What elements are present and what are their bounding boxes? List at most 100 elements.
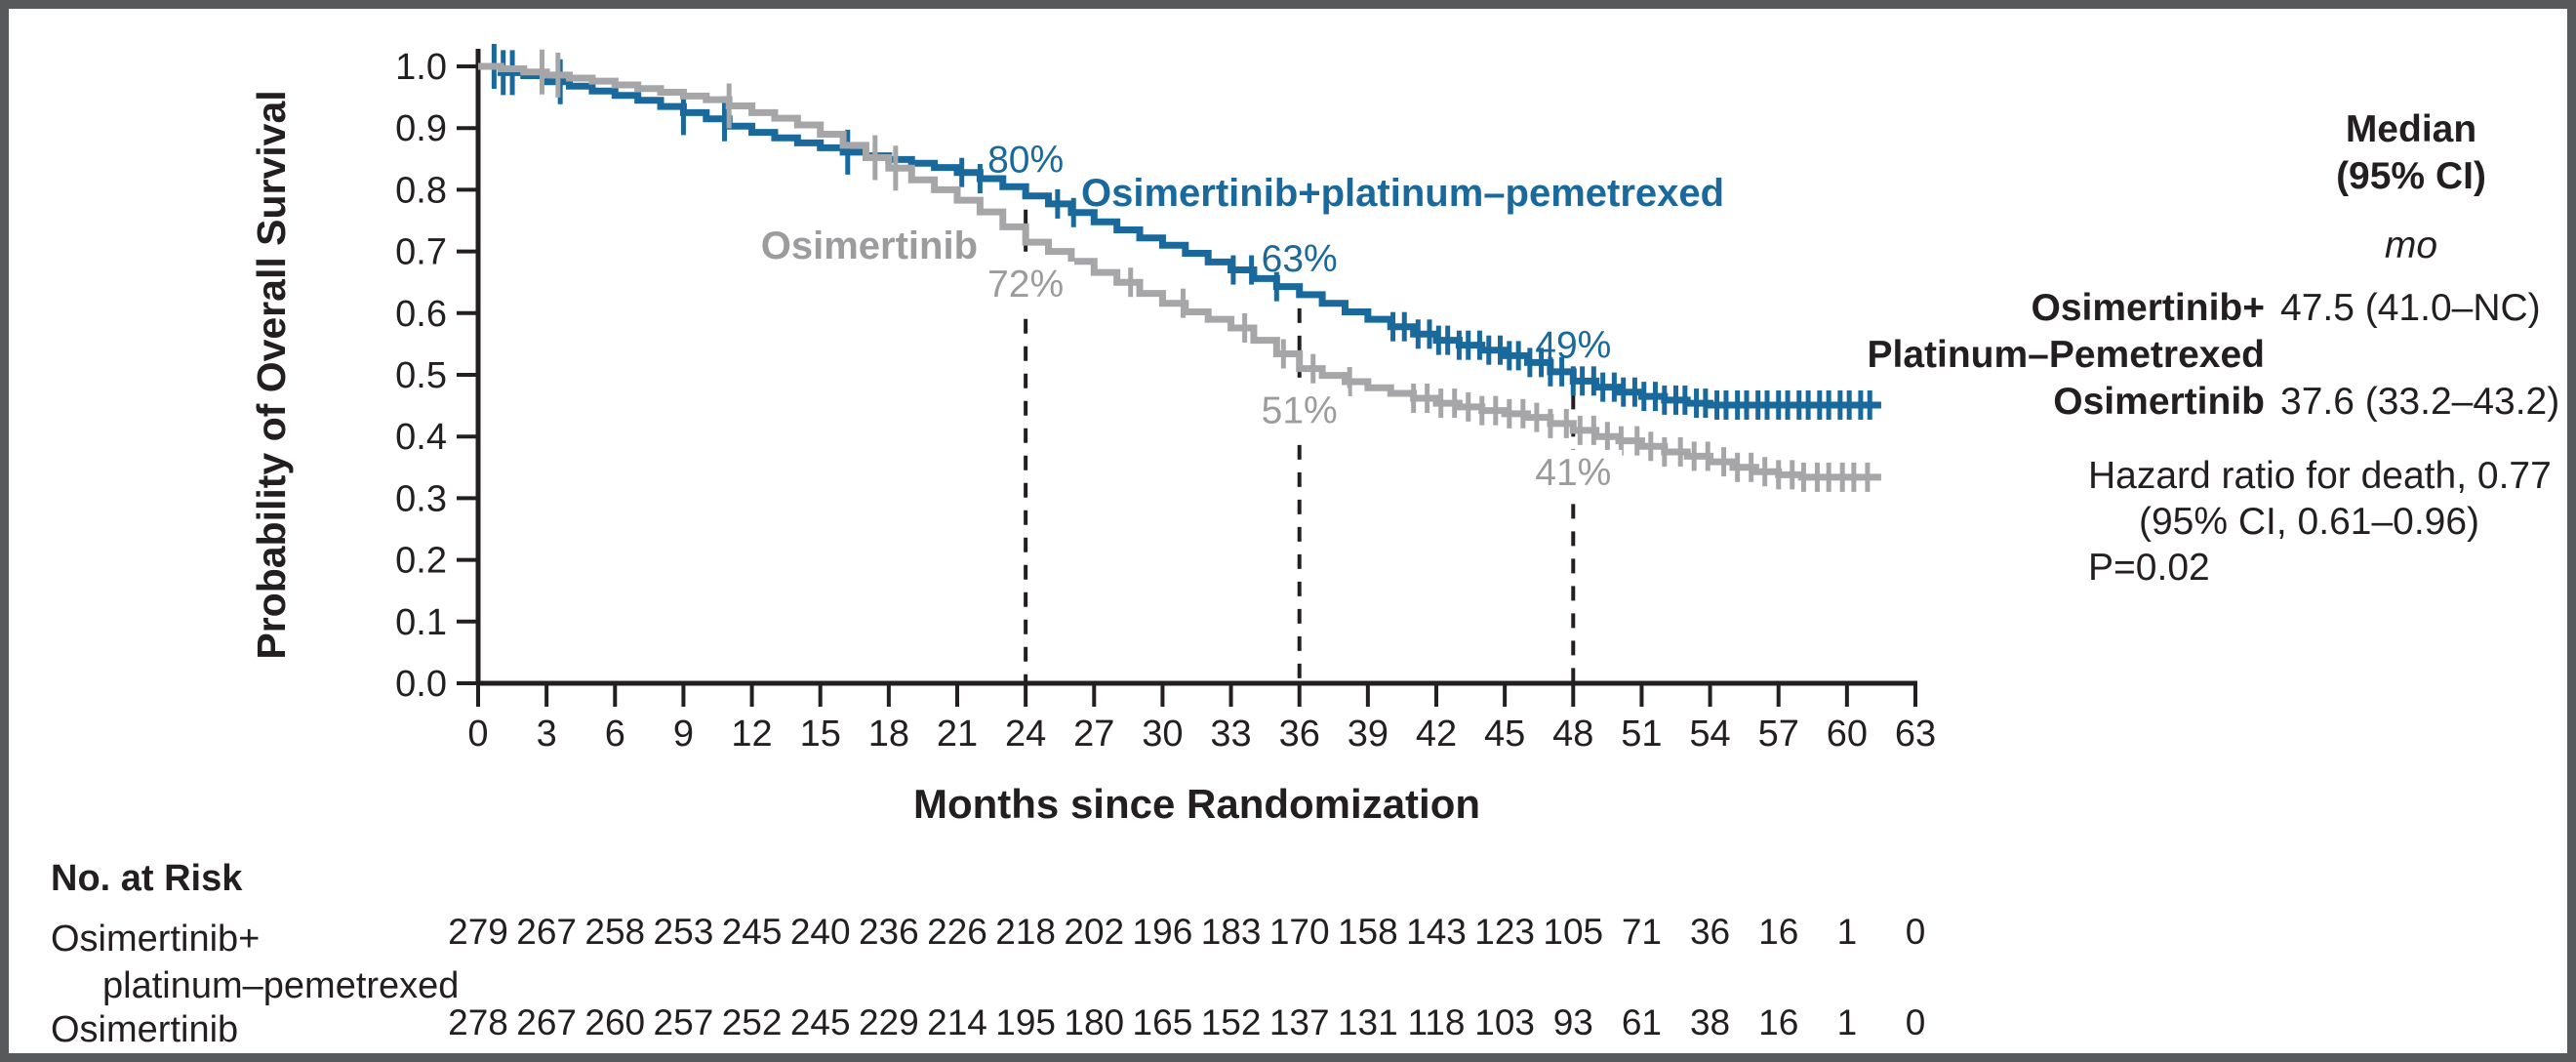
risk-table-title: No. at Risk [51,858,243,899]
hazard-ratio-line: Hazard ratio for death, 0.77 [2088,455,2552,497]
risk-count-row1: 236 [859,912,919,952]
median-row-mono-value: 37.6 (33.2–43.2) [2280,381,2560,423]
risk-row-combo-label-line1: Osimertinib+ [51,919,261,960]
median-row-combo-value: 47.5 (41.0–NC) [2280,287,2541,329]
landmark-label-mono-24: 72% [987,264,1064,306]
risk-count-row1: 183 [1201,912,1262,952]
median-row-combo-label-line2: Platinum–Pemetrexed [1867,334,2265,376]
x-tick-label: 24 [1005,714,1046,755]
risk-row-combo-label-line2: platinum–pemetrexed [102,965,460,1006]
risk-count-row1: 245 [722,912,783,952]
x-tick-label: 48 [1552,714,1593,755]
risk-count-row2: 152 [1201,1002,1262,1042]
risk-count-row2: 38 [1690,1002,1730,1042]
landmark-label-mono-48: 41% [1535,452,1611,494]
risk-count-row2: 118 [1408,1002,1466,1042]
risk-count-row2: 229 [859,1002,919,1042]
y-tick-label: 0.4 [395,417,447,458]
risk-count-row2: 16 [1758,1002,1798,1042]
x-axis-title: Months since Randomization [913,781,1480,827]
risk-count-row2: 0 [1906,1002,1926,1042]
risk-count-row1: 36 [1690,912,1730,952]
landmark-label-mono-36: 51% [1262,390,1338,432]
median-header-line1: Median [2345,108,2477,150]
x-tick-label: 12 [731,714,772,755]
risk-count-row1: 196 [1133,912,1193,952]
x-tick-label: 0 [467,714,488,755]
km-plot: 1.00.90.80.70.60.50.40.30.20.10.00 3 6 9 12 1… [249,44,1936,1042]
x-tick-label: 57 [1758,714,1799,755]
risk-count-row2: 257 [654,1002,714,1042]
risk-count-row1: 226 [927,912,987,952]
risk-count-row2: 137 [1269,1002,1330,1042]
median-row-combo-label: Osimertinib+ Platinum–Pemetrexed [1851,285,2265,379]
risk-count-row1: 0 [1906,912,1926,952]
risk-count-row1: 71 [1622,912,1662,952]
median-row-mono-label: Osimertinib [1851,379,2265,426]
risk-count-row2: 131 [1338,1002,1398,1042]
x-tick-label: 45 [1484,714,1525,755]
x-tick-label: 60 [1827,714,1868,755]
landmark-label-combo-36: 63% [1262,238,1338,280]
risk-count-row2: 61 [1622,1002,1662,1042]
risk-count-row1: 240 [790,912,851,952]
risk-count-row1: 202 [1064,912,1124,952]
x-tick-label: 21 [937,714,978,755]
landmark-label-combo-24: 80% [987,140,1064,182]
x-tick-label: 51 [1621,714,1662,755]
risk-count-row1: 16 [1758,912,1798,952]
x-tick-label: 54 [1689,714,1730,755]
risk-count-row1: 279 [448,912,508,952]
risk-count-row1: 143 [1406,912,1467,952]
risk-count-row2: 93 [1553,1002,1593,1042]
risk-count-row1: 253 [654,912,714,952]
p-value-line: P=0.02 [2088,547,2210,589]
risk-count-row2: 180 [1064,1002,1124,1042]
x-tick-label: 33 [1210,714,1251,755]
y-tick-label: 0.0 [395,664,447,705]
risk-count-row2: 252 [722,1002,783,1042]
risk-count-row1: 170 [1269,912,1330,952]
risk-count-row2: 1 [1837,1002,1858,1042]
risk-count-row1: 218 [995,912,1056,952]
median-row-mono-label-line1: Osimertinib [2053,381,2265,423]
y-tick-label: 0.5 [395,355,447,396]
x-tick-label: 27 [1073,714,1114,755]
landmark-label-mask [1524,449,1623,495]
curve-label-mono: Osimertinib [761,225,978,267]
x-tick-label: 36 [1279,714,1320,755]
y-tick-label: 0.8 [395,170,447,211]
risk-row-mono-label: Osimertinib [51,1009,239,1050]
x-tick-label: 42 [1416,714,1457,755]
risk-count-row1: 105 [1543,912,1603,952]
landmark-label-mask [977,262,1075,307]
risk-count-row1: 258 [584,912,645,952]
x-tick-label: 9 [673,714,694,755]
y-tick-label: 0.2 [395,541,447,582]
risk-count-row1: 123 [1474,912,1535,952]
km-curve-mono [478,62,1881,481]
median-row-combo-label-line1: Osimertinib+ [2031,287,2265,329]
x-tick-label: 15 [800,714,841,755]
x-tick-label: 30 [1142,714,1183,755]
risk-count-row1: 267 [516,912,577,952]
x-tick-label: 18 [868,714,909,755]
landmark-label-combo-48: 49% [1535,324,1611,366]
hazard-ci-line: (95% CI, 0.61–0.96) [2139,501,2480,543]
y-tick-label: 0.1 [395,602,447,643]
y-tick-label: 0.6 [395,294,447,335]
y-tick-label: 0.7 [395,232,447,273]
risk-count-row2: 214 [927,1002,987,1042]
risk-count-row1: 1 [1837,912,1858,952]
y-tick-label: 0.9 [395,108,447,149]
risk-count-row2: 278 [448,1002,508,1042]
risk-count-row2: 195 [995,1002,1056,1042]
median-header-line2: (95% CI) [2336,155,2486,197]
risk-count-row2: 165 [1133,1002,1193,1042]
landmark-label-mask [1250,388,1348,433]
y-axis-title: Probability of Overall Survival [249,90,294,659]
x-tick-label: 3 [537,714,557,755]
x-tick-label: 39 [1348,714,1389,755]
median-unit: mo [2384,225,2438,266]
